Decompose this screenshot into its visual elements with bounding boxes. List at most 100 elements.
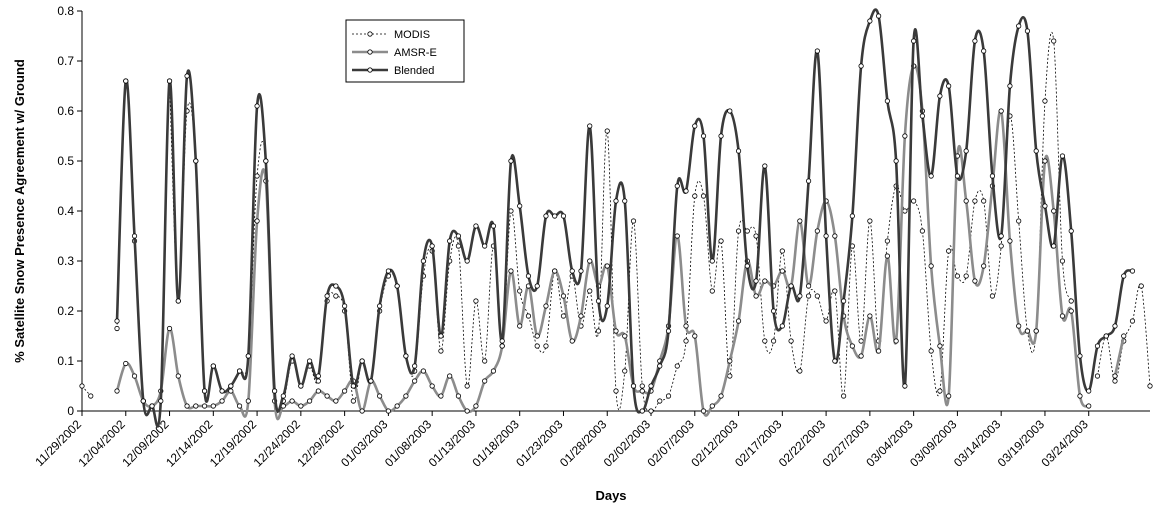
data-point-blended [219, 388, 225, 394]
data-point-modis [1112, 378, 1118, 384]
data-point-amsr-e [464, 408, 470, 414]
data-point-modis [683, 338, 689, 344]
data-point-blended [832, 358, 838, 364]
data-point-modis [718, 238, 724, 244]
data-point-amsr-e [307, 398, 313, 404]
data-point-blended [123, 78, 129, 84]
data-point-blended [683, 188, 689, 194]
data-point-amsr-e [832, 233, 838, 239]
data-point-blended [368, 378, 374, 384]
data-point-modis [972, 198, 978, 204]
data-point-modis [604, 128, 610, 134]
data-point-blended [158, 398, 164, 404]
data-point-blended [508, 158, 514, 164]
data-point-blended [429, 243, 435, 249]
data-point-blended [735, 148, 742, 154]
data-point-amsr-e [683, 323, 689, 329]
data-point-amsr-e [692, 333, 698, 339]
data-point-blended [385, 268, 391, 274]
data-point-blended [762, 163, 768, 169]
data-point-modis [841, 393, 847, 399]
data-point-modis [114, 325, 120, 332]
data-point-blended [377, 303, 383, 309]
data-point-blended [228, 383, 234, 389]
data-point-amsr-e [902, 133, 908, 139]
data-point-modis [744, 228, 750, 234]
data-point-blended [1059, 153, 1066, 159]
data-point-blended [884, 98, 890, 104]
data-point-modis [482, 358, 488, 364]
data-point-blended [1094, 343, 1101, 349]
data-point-modis [350, 398, 356, 404]
y-tick-label: 0.6 [57, 104, 74, 118]
data-point-modis [805, 293, 812, 299]
data-point-modis [1147, 383, 1153, 389]
data-point-modis [692, 193, 698, 199]
data-point-blended [307, 358, 313, 364]
y-tick-label: 0.2 [57, 304, 74, 318]
data-point-blended [245, 353, 251, 359]
data-point-amsr-e [972, 278, 978, 284]
data-point-modis [79, 383, 85, 389]
data-point-blended [315, 373, 321, 379]
data-point-modis [788, 338, 794, 344]
data-point-blended [1024, 28, 1031, 34]
data-point-modis [937, 388, 943, 394]
data-point-amsr-e [420, 368, 427, 374]
data-point-blended [236, 368, 243, 374]
data-point-modis [534, 343, 540, 349]
data-point-blended [342, 303, 348, 309]
data-point-amsr-e [998, 108, 1004, 114]
data-point-blended [482, 243, 488, 249]
data-point-amsr-e [569, 338, 575, 344]
data-point-modis [464, 383, 470, 389]
data-point-amsr-e [727, 358, 733, 364]
data-point-amsr-e [709, 403, 715, 409]
series-blended [114, 8, 1136, 428]
data-point-modis [779, 248, 785, 254]
data-point-amsr-e [552, 268, 558, 274]
data-point-blended [333, 283, 339, 289]
data-point-amsr-e [1016, 323, 1022, 329]
data-point-amsr-e [534, 333, 540, 339]
y-axis-title: % Satellite Snow Presence Agreement w/ G… [12, 59, 27, 363]
data-point-amsr-e [779, 268, 785, 274]
data-point-blended [665, 328, 672, 334]
data-point-blended [271, 388, 278, 394]
data-point-blended [1103, 333, 1109, 339]
data-point-amsr-e [193, 403, 199, 409]
data-point-modis [919, 228, 925, 234]
data-point-amsr-e [359, 408, 365, 414]
data-point-blended [254, 103, 260, 109]
data-point-blended [1016, 23, 1022, 29]
data-point-blended [1112, 323, 1118, 329]
data-point-blended [587, 123, 593, 129]
data-point-amsr-e [1112, 373, 1118, 379]
data-point-modis [630, 218, 637, 224]
data-point-blended [394, 283, 400, 289]
data-point-amsr-e [438, 393, 444, 399]
data-point-modis [665, 393, 672, 399]
data-point-amsr-e [114, 388, 120, 394]
data-point-modis [928, 348, 934, 354]
data-point-modis [1138, 283, 1144, 289]
data-point-modis [1016, 218, 1022, 224]
x-tick-label: 03/24/2003 [1038, 417, 1091, 470]
data-point-amsr-e [236, 403, 243, 409]
data-point-blended [902, 383, 908, 389]
data-point-blended [700, 133, 707, 139]
data-point-blended [210, 363, 216, 369]
data-point-blended [552, 213, 558, 219]
data-point-blended [280, 393, 286, 399]
data-point-modis [963, 273, 969, 279]
data-point-blended [876, 13, 882, 19]
data-point-modis [560, 313, 567, 319]
data-point-blended [744, 263, 750, 269]
data-point-amsr-e [849, 343, 855, 349]
data-point-modis [1129, 318, 1136, 324]
data-point-modis [1059, 258, 1066, 264]
legend-marker-amsr-e [367, 49, 373, 55]
data-point-modis [543, 343, 549, 349]
data-point-amsr-e [289, 398, 295, 404]
